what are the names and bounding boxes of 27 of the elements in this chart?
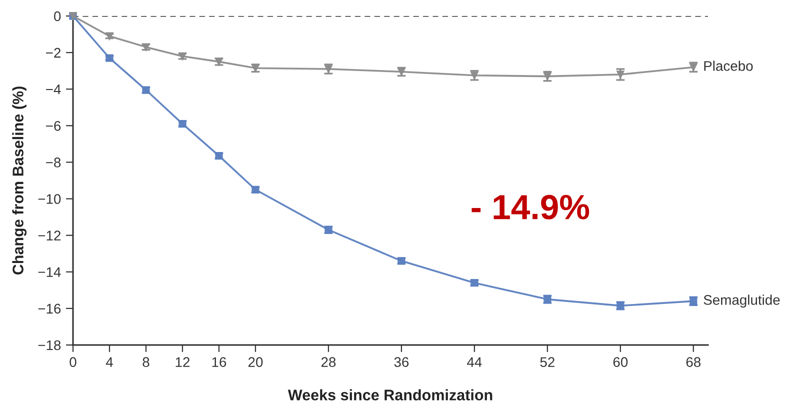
y-tick-label: −16 [38, 304, 61, 314]
x-tick-label: 28 [321, 357, 336, 368]
x-tick-label: 60 [613, 357, 628, 368]
series-label: Placebo [704, 60, 753, 71]
y-tick-label: −4 [46, 84, 61, 94]
y-tick-label: −2 [46, 48, 60, 58]
y-tick-label: −8 [46, 158, 61, 168]
y-tick-label: −10 [38, 194, 61, 204]
y-tick-label: −14 [38, 267, 61, 277]
x-tick-label: 4 [106, 357, 113, 367]
x-tick-label: 68 [686, 357, 701, 368]
annotation: - 14.9% [472, 194, 590, 220]
y-tick-label: 0 [54, 11, 61, 22]
x-tick-label: 44 [467, 357, 482, 367]
y-axis-title: Change from Baseline (%) [12, 86, 27, 275]
y-tick-label: −12 [38, 230, 60, 240]
x-tick-label: 36 [394, 357, 409, 368]
y-tick-label: −6 [46, 121, 61, 131]
x-tick-label: 16 [212, 357, 226, 368]
x-tick-label: 20 [248, 357, 263, 368]
series-label: Semaglutide [704, 294, 780, 308]
x-tick-label: 8 [142, 357, 150, 368]
y-tick-label: −18 [38, 340, 61, 350]
x-tick-label: 0 [70, 357, 76, 368]
x-axis-title: Weeks since Randomization [288, 389, 492, 400]
x-tick-label: 52 [540, 357, 554, 368]
x-tick-label: 12 [176, 357, 190, 367]
